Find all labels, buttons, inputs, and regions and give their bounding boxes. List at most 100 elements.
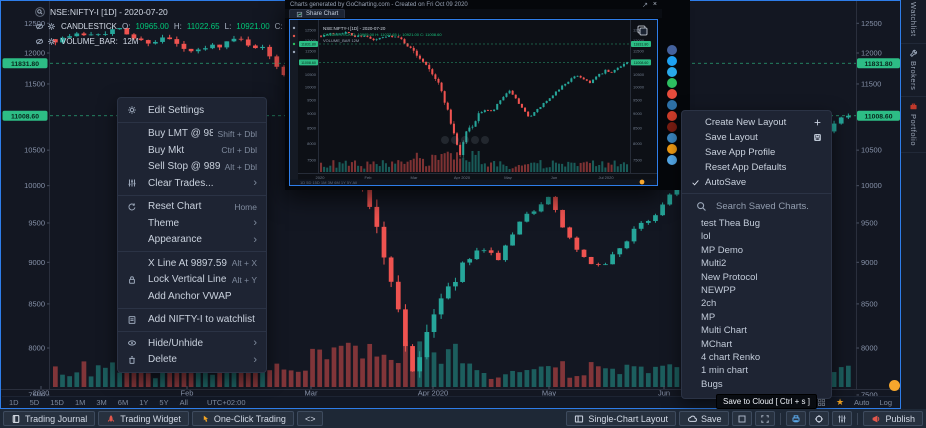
toolbar-separator	[780, 412, 782, 425]
price-tag	[857, 110, 900, 121]
scale-log-toggle[interactable]: Log	[879, 397, 892, 407]
trading-widget-button[interactable]: Trading Widget	[98, 411, 189, 426]
timeframe-1d[interactable]: 1D	[9, 397, 19, 407]
gear-icon[interactable]	[47, 37, 56, 46]
share-button-4[interactable]	[667, 78, 677, 88]
expand-icon-button[interactable]	[755, 411, 776, 426]
timeframe-5y[interactable]: 5Y	[159, 397, 169, 407]
trading-journal-button[interactable]: Trading Journal	[3, 411, 96, 426]
saved-chart-item[interactable]: MP	[701, 311, 716, 323]
share-button-5[interactable]	[667, 89, 677, 99]
utc-offset[interactable]: UTC+02:00	[206, 397, 246, 407]
menu-item[interactable]: Lock Vertical Line Alt + Y	[118, 272, 266, 289]
share-button-11[interactable]	[667, 155, 677, 165]
timeframe-all[interactable]: All	[179, 397, 188, 407]
layout-menu-item[interactable]: Reset App Defaults	[682, 160, 831, 175]
sidebar-tab-portfolio[interactable]: Portfolio	[901, 97, 926, 154]
menu-item[interactable]: Sell Stop @ 9897.59 Alt + Dbl	[118, 159, 266, 176]
eye-off-icon[interactable]	[35, 22, 44, 31]
printer-icon	[791, 414, 801, 424]
search-icon	[696, 201, 707, 212]
volume-legend-row[interactable]: VOLUME_BAR: 12M	[35, 34, 320, 49]
timeframe-1m[interactable]: 1M	[74, 397, 86, 407]
menu-item[interactable]: Buy Mkt Ctrl + Dbl	[118, 142, 266, 159]
submenu-chevron-icon: ›	[253, 337, 257, 350]
layout-menu-item[interactable]: Save Layout	[682, 130, 831, 145]
saved-chart-item[interactable]: MP Demo	[701, 244, 744, 256]
sidebar-tab-brokers[interactable]: Brokers	[901, 44, 926, 97]
share-button-6[interactable]	[667, 100, 677, 110]
menu-item[interactable]: Clear Trades... ›	[118, 175, 266, 192]
saved-chart-item[interactable]: test Thea Bug	[701, 218, 760, 229]
menu-item-label: Delete	[148, 354, 177, 366]
check-icon	[691, 178, 705, 187]
saved-chart-item[interactable]: Multi2	[701, 258, 727, 270]
popup-close-icon[interactable]: ×	[652, 1, 657, 8]
submenu-chevron-icon: ›	[253, 217, 257, 230]
svg-text:12000: 12000	[24, 49, 45, 58]
share-button-2[interactable]	[667, 56, 677, 66]
saved-chart-item[interactable]: lol	[701, 231, 711, 243]
menu-item[interactable]: X Line At 9897.59 Alt + X	[118, 255, 266, 272]
share-button-9[interactable]	[667, 133, 677, 143]
gear-icon[interactable]	[47, 22, 56, 31]
svg-text:12500: 12500	[633, 28, 645, 33]
share-button-1[interactable]	[667, 45, 677, 55]
target-icon-button[interactable]	[809, 411, 830, 426]
menu-item[interactable]: Delete ›	[118, 352, 266, 369]
menu-item[interactable]: Buy LMT @ 9897.59 Shift + Dbl	[118, 126, 266, 143]
saved-chart-item[interactable]: Multi Chart	[701, 325, 747, 337]
symbol-row[interactable]: NSE:NIFTY-I [1D] - 2020-07-20	[35, 4, 320, 19]
menu-item[interactable]: Hide/Unhide ›	[118, 335, 266, 352]
menu-item[interactable]: Theme ›	[118, 215, 266, 232]
share-button-3[interactable]	[667, 67, 677, 77]
one-click-trading-button[interactable]: One-Click Trading	[191, 411, 294, 426]
saved-chart-item[interactable]: Bugs	[701, 378, 723, 390]
menu-item[interactable]: Add NIFTY-I to watchlist	[118, 312, 266, 329]
sliders2-icon-button[interactable]	[832, 411, 853, 426]
--button[interactable]: <>	[296, 411, 324, 426]
square-icon-button[interactable]	[732, 411, 753, 426]
menu-divider	[118, 331, 266, 332]
save-button[interactable]: Save	[678, 411, 730, 426]
share-button-7[interactable]	[667, 111, 677, 121]
symbol-search-icon[interactable]	[35, 6, 45, 17]
menu-item[interactable]: Reset Chart Home	[118, 199, 266, 216]
share-button-8[interactable]	[667, 122, 677, 132]
publish-button[interactable]: Publish	[863, 411, 923, 426]
saved-chart-item[interactable]: 1 min chart	[701, 365, 748, 377]
menu-item[interactable]: Add Anchor VWAP	[118, 288, 266, 305]
share-button-10[interactable]	[667, 144, 677, 154]
saved-chart-item[interactable]: MChart	[701, 338, 733, 350]
saved-chart-item[interactable]: New Protocol	[701, 271, 758, 283]
timeframe-6m[interactable]: 6M	[117, 397, 129, 407]
saved-chart-item[interactable]: NEWPP	[701, 284, 736, 296]
candlestick-legend-row[interactable]: CANDLESTICK O: 10965.00 H: 11022.65 L: 1…	[35, 19, 320, 34]
timeframe-1y[interactable]: 1Y	[139, 397, 149, 407]
favorite-star-icon[interactable]: ★	[835, 396, 845, 407]
watchlist-add-icon	[128, 315, 136, 324]
single-chart-layout-button[interactable]: Single-Chart Layout	[566, 411, 676, 426]
sidebar-tab-watchlist[interactable]: Watchlist	[901, 0, 926, 44]
submenu-chevron-icon: ›	[253, 233, 257, 246]
saved-chart-item[interactable]: 2ch	[701, 298, 717, 310]
pointer-icon	[200, 414, 210, 424]
menu-item[interactable]: Appearance ›	[118, 232, 266, 249]
printer-icon-button[interactable]	[786, 411, 807, 426]
timeframe-3m[interactable]: 3M	[96, 397, 107, 407]
saved-charts-search[interactable]: Search Saved Charts.	[682, 197, 831, 216]
square-icon	[737, 414, 747, 424]
quick-action-button[interactable]	[889, 380, 900, 391]
eye-off-icon[interactable]	[35, 37, 44, 46]
saved-chart-item[interactable]: 4 chart Renko	[701, 351, 761, 363]
layout-menu-item[interactable]: AutoSave	[682, 175, 831, 190]
layout-menu-item[interactable]: Create New Layout	[682, 115, 831, 130]
timeframe-15d[interactable]: 15D	[50, 397, 64, 407]
layout-menu-item[interactable]: Save App Profile	[682, 145, 831, 160]
popup-expand-icon[interactable]	[642, 2, 648, 8]
svg-text:May: May	[542, 389, 556, 398]
scale-auto-toggle[interactable]: Auto	[854, 397, 870, 407]
menu-item[interactable]: Edit Settings	[118, 102, 266, 119]
timeframe-5d[interactable]: 5D	[29, 397, 40, 407]
tab-share-chart[interactable]: Share Chart	[289, 9, 346, 18]
